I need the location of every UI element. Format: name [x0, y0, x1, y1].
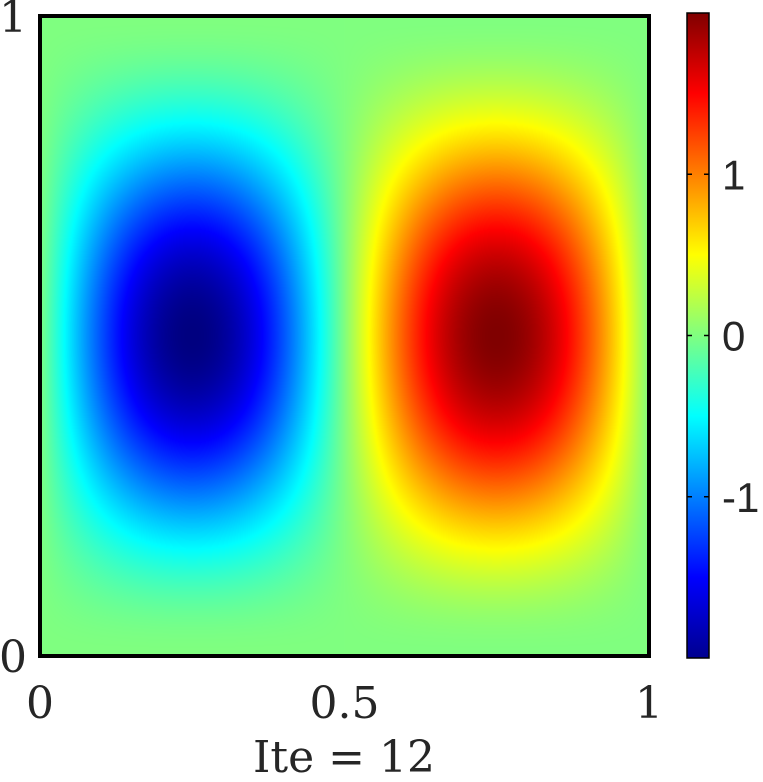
y-tick-label: 0 — [0, 632, 27, 683]
y-tick-label: 1 — [0, 0, 27, 43]
x-tick-label: 1 — [635, 678, 663, 729]
x-tick-label: 0 — [26, 678, 54, 729]
colorbar-tick-label: 1 — [722, 151, 745, 198]
heatmap-field — [40, 16, 649, 656]
x-axis-label: Ite = 12 — [253, 732, 435, 782]
colorbar-tick-label: 0 — [722, 313, 745, 360]
colorbar-ticks: -1 0 1 — [687, 151, 759, 521]
plot-frame — [38, 14, 651, 658]
heatmap-canvas — [40, 16, 649, 656]
x-axis-ticks: 0 0.5 1 — [26, 678, 663, 729]
x-tick-label: 0.5 — [310, 678, 380, 729]
y-axis-ticks: 01 — [0, 0, 27, 683]
colorbar-tick-label: -1 — [722, 474, 759, 521]
